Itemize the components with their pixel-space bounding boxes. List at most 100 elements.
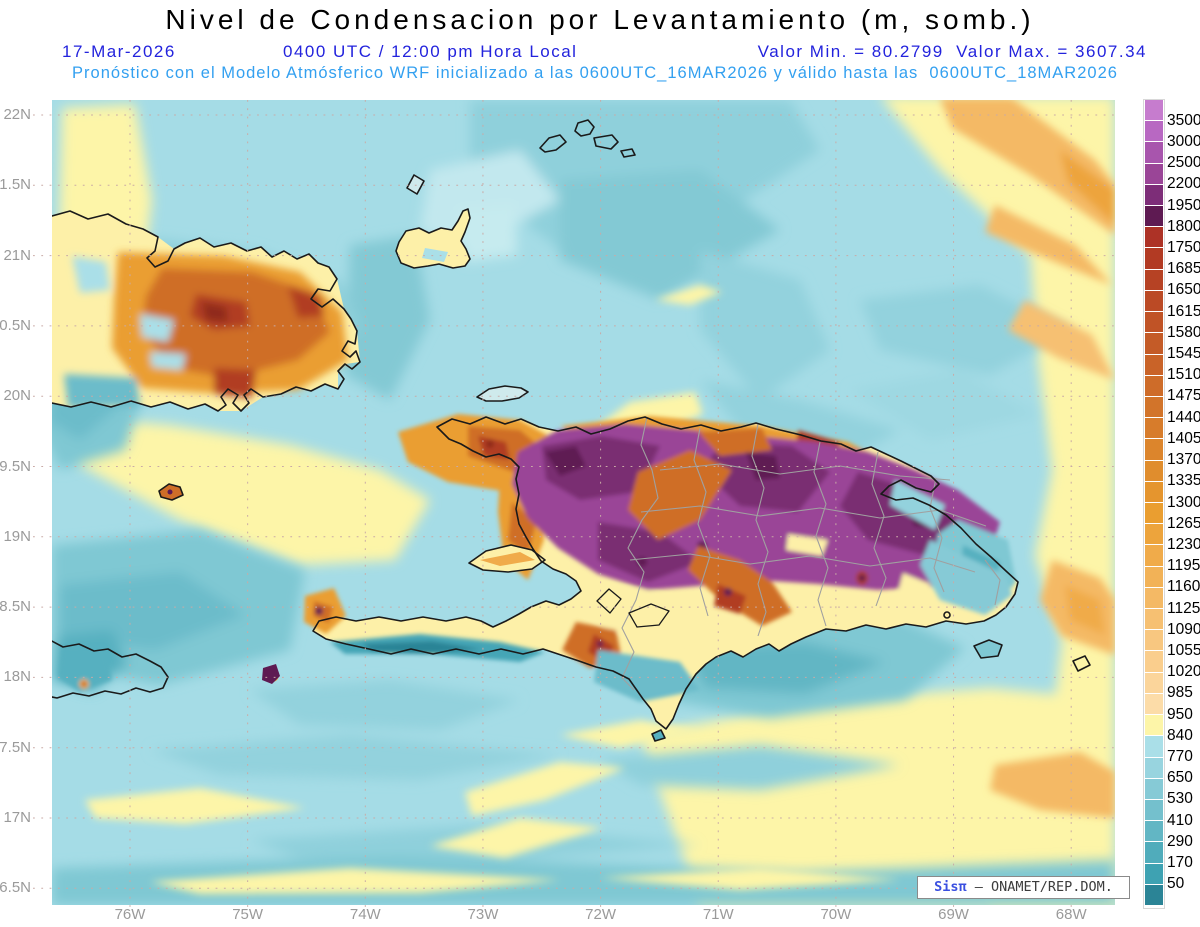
colorbar-tick-label: 840 xyxy=(1167,726,1193,744)
colorbar xyxy=(1143,99,1165,909)
colorbar-segment xyxy=(1145,439,1163,460)
colorbar-segment xyxy=(1145,778,1163,799)
jamaica-interior-blobs xyxy=(58,645,112,692)
colorbar-segment xyxy=(1145,248,1163,269)
lon-tick-label: 75W xyxy=(232,906,264,923)
lat-tick-label: 21.5N xyxy=(0,176,31,194)
colorbar-segment xyxy=(1145,672,1163,693)
colorbar-segment xyxy=(1145,884,1163,905)
colorbar-segment xyxy=(1145,375,1163,396)
lon-tick-label: 72W xyxy=(585,906,617,923)
colorbar-tick-label: 1370 xyxy=(1167,451,1200,469)
watermark-source: — ONAMET/REP.DOM. xyxy=(966,879,1113,895)
tortue-island-outline xyxy=(476,385,529,402)
colorbar-tick-label: 1545 xyxy=(1167,345,1200,363)
lon-tick-label: 73W xyxy=(467,906,499,923)
colorbar-segment xyxy=(1145,863,1163,884)
colorbar-segment xyxy=(1145,333,1163,354)
jamaica-coastline xyxy=(52,640,169,699)
cuba-coastline xyxy=(52,210,361,412)
colorbar-segment xyxy=(1145,693,1163,715)
colorbar-segment xyxy=(1145,757,1163,778)
colorbar-tick-label: 410 xyxy=(1167,811,1193,829)
lake-enriquillo-outline xyxy=(628,603,670,628)
lat-tick-label: 19.5N xyxy=(0,457,31,475)
colorbar-tick-label: 290 xyxy=(1167,832,1193,850)
orange-streak-blobs xyxy=(58,100,1115,818)
colorbar-tick-label: 530 xyxy=(1167,790,1193,808)
sispi-logo: Sisπ xyxy=(934,879,967,895)
forecast-init-label: Pronóstico con el Modelo Atmósferico WRF… xyxy=(72,64,1118,82)
colorbar-tick-label: 1335 xyxy=(1167,472,1200,490)
colorbar-segment xyxy=(1145,184,1163,206)
colorbar-segment xyxy=(1145,545,1163,566)
colorbar-tick-label: 2500 xyxy=(1167,154,1200,172)
lat-tick-label: 17N xyxy=(3,809,31,826)
colorbar-segment xyxy=(1145,630,1163,651)
colorbar-tick-label: 1020 xyxy=(1167,663,1200,681)
colorbar-segment xyxy=(1145,354,1163,375)
lon-tick-label: 76W xyxy=(114,906,146,923)
watermark-box: Sisπ — ONAMET/REP.DOM. xyxy=(917,876,1130,899)
colorbar-tick-label: 1685 xyxy=(1167,260,1200,278)
mona-island-outline xyxy=(1072,655,1091,672)
colorbar-tick-label: 1440 xyxy=(1167,408,1200,426)
lat-tick-label: 20N xyxy=(3,387,31,405)
lat-tick-label: 18N xyxy=(3,668,31,686)
colorbar-segment xyxy=(1145,651,1163,672)
coastlines xyxy=(52,119,1091,742)
gonave-island-outline xyxy=(468,544,546,573)
colorbar-segment xyxy=(1145,460,1163,481)
lat-tick-label: 16.5N xyxy=(0,879,31,897)
colorbar-segment xyxy=(1145,736,1163,757)
saona-island-outline xyxy=(973,639,1003,659)
colorbar-segment xyxy=(1145,566,1163,587)
colorbar-tick-label: 2200 xyxy=(1167,175,1200,193)
hispaniola-interior-blobs xyxy=(304,414,1016,702)
colorbar-tick-label: 1125 xyxy=(1167,599,1200,617)
colorbar-tick-label: 1405 xyxy=(1167,429,1200,447)
colorbar-tick-label: 1160 xyxy=(1167,578,1200,596)
colorbar-segment xyxy=(1145,481,1163,502)
colorbar-tick-label: 770 xyxy=(1167,748,1193,766)
colorbar-segment xyxy=(1145,269,1163,290)
lat-tick-label: 19N xyxy=(3,527,31,545)
colorbar-tick-label: 1950 xyxy=(1167,196,1200,214)
lat-tick-label: 20.5N xyxy=(0,316,31,334)
small-island-fills xyxy=(159,175,1002,741)
page-title: Nivel de Condensacion por Levantamiento … xyxy=(165,4,1035,35)
colorbar-segment xyxy=(1145,587,1163,609)
colorbar-tick-label: 170 xyxy=(1167,854,1193,872)
lat-tick-label: 18.5N xyxy=(0,598,31,616)
colorbar-segment xyxy=(1145,121,1163,142)
colorbar-tick-label: 1750 xyxy=(1167,238,1200,256)
minmax-values-label: Valor Min. = 80.2799 Valor Max. = 3607.3… xyxy=(757,42,1147,61)
colorbar-tick-label: 1300 xyxy=(1167,493,1200,511)
colorbar-tick-label: 1090 xyxy=(1167,620,1200,638)
colorbar-tick-label: 1230 xyxy=(1167,535,1200,553)
colorbar-tick-label: 1195 xyxy=(1167,557,1200,575)
colorbar-segment xyxy=(1145,418,1163,439)
turks-caicos-outlines xyxy=(539,119,636,158)
hispaniola-coastline xyxy=(312,416,1019,730)
colorbar-segment xyxy=(1145,842,1163,863)
colorbar-tick-label: 650 xyxy=(1167,769,1193,787)
colorbar-tick-label: 1580 xyxy=(1167,323,1200,341)
colorbar-segment xyxy=(1145,100,1163,121)
colorbar-tick-label: 1475 xyxy=(1167,387,1200,405)
colorbar-tick-label: 1800 xyxy=(1167,217,1200,235)
lon-tick-label: 68W xyxy=(1055,906,1087,923)
small-cays-outline xyxy=(158,483,184,501)
colorbar-tick-label: 1510 xyxy=(1167,366,1200,384)
colorbar-segment xyxy=(1145,163,1163,184)
great-inagua-outline xyxy=(395,208,471,269)
colorbar-segment xyxy=(1145,206,1163,227)
colorbar-segment xyxy=(1145,821,1163,842)
colorbar-tick-label: 1055 xyxy=(1167,641,1200,659)
colorbar-segment xyxy=(1145,524,1163,545)
cuba-interior-blobs xyxy=(64,252,348,408)
colorbar-tick-label: 985 xyxy=(1167,684,1193,702)
lon-tick-label: 74W xyxy=(349,906,381,923)
